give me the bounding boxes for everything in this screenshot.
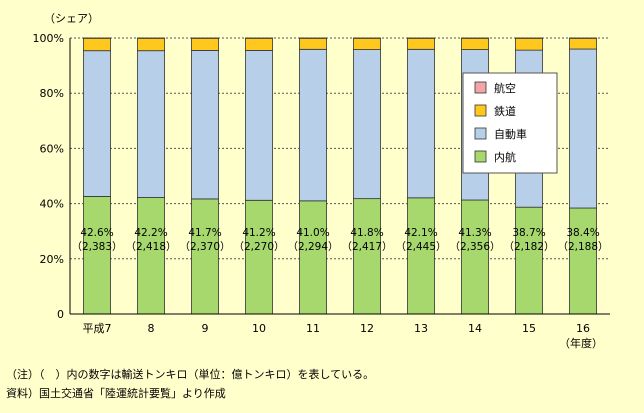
y-tick-label: 100%	[33, 32, 64, 45]
legend-label: 航空	[494, 81, 516, 95]
data-label-share: 38.4%	[566, 227, 599, 239]
bar-segment	[83, 37, 111, 52]
y-tick-label: 40%	[40, 198, 64, 211]
y-tick-label: 80%	[40, 87, 64, 100]
bar-segment	[83, 196, 111, 315]
bar-segment	[461, 37, 489, 50]
y-axis-label: （シェア）	[44, 12, 99, 25]
x-tick-label: 8	[148, 322, 155, 335]
x-axis-ticks: 平成7 8 9 10 11 12 13 14 15 16	[83, 322, 591, 335]
data-label-tonkm: （2,418）	[125, 241, 176, 253]
data-label-share: 42.1%	[404, 227, 437, 239]
source-text: 資料）国土交通省「陸運統計要覧」より作成	[6, 386, 226, 400]
bar-segment	[569, 37, 597, 50]
bar-segment	[191, 198, 219, 315]
x-tick-label: 13	[414, 322, 428, 335]
bar-segment	[137, 50, 165, 198]
bar-segment	[407, 48, 435, 199]
data-label-share: 42.2%	[134, 227, 167, 239]
bar-segment	[245, 50, 273, 201]
bar-segment	[299, 200, 327, 315]
legend-label: 自動車	[494, 127, 527, 141]
x-tick-label: 11	[306, 322, 320, 335]
bar-segment	[407, 37, 435, 50]
data-label-share: 41.8%	[350, 227, 383, 239]
x-tick-label: 9	[202, 322, 209, 335]
bar-segment	[569, 48, 597, 209]
bar-segment	[137, 37, 165, 52]
data-label-tonkm: （2,356）	[449, 241, 500, 253]
data-label-share: 41.2%	[242, 227, 275, 239]
bar-segment	[407, 197, 435, 315]
bar-segment	[191, 37, 219, 51]
bar-segment	[137, 197, 165, 315]
x-tick-label: 15	[522, 322, 536, 335]
y-tick-label: 20%	[40, 253, 64, 266]
bar-segment	[245, 37, 273, 51]
bar-segment	[515, 37, 543, 51]
x-tick-label: 10	[252, 322, 266, 335]
legend-label: 鉄道	[494, 104, 516, 118]
x-tick-label: 平成7	[83, 322, 112, 335]
bar-segment	[245, 199, 273, 315]
note-text: （注）（ ）内の数字は輸送トンキロ（単位：億トンキロ）を表している。	[6, 367, 374, 381]
bar-segment	[299, 48, 327, 202]
x-tick-label: 16	[576, 322, 590, 335]
bar-segment	[353, 37, 381, 50]
data-label-share: 41.3%	[458, 227, 491, 239]
data-label-tonkm: （2,188）	[557, 241, 608, 253]
data-label-tonkm: （2,270）	[233, 241, 284, 253]
bar-segment	[353, 198, 381, 315]
bar-segment	[353, 49, 381, 200]
data-label-tonkm: （2,370）	[179, 241, 230, 253]
x-tick-label: 12	[360, 322, 374, 335]
bar-segment	[299, 37, 327, 50]
bars	[83, 37, 597, 315]
data-label-share: 38.7%	[512, 227, 545, 239]
data-label-tonkm: （2,417）	[341, 241, 392, 253]
bar-segment	[191, 50, 219, 200]
data-label-tonkm: （2,182）	[503, 241, 554, 253]
y-axis-ticks: 0 20% 40% 60% 80% 100%	[33, 32, 64, 321]
legend-label: 内航	[494, 150, 516, 164]
data-label-share: 42.6%	[80, 227, 113, 239]
y-tick-label: 0	[57, 308, 64, 321]
data-label-tonkm: （2,383）	[71, 241, 122, 253]
legend-swatch	[474, 104, 487, 117]
x-axis-unit: （年度）	[559, 336, 603, 350]
y-tick-label: 60%	[40, 142, 64, 155]
x-tick-label: 14	[468, 322, 482, 335]
data-label-share: 41.7%	[188, 227, 221, 239]
data-label-tonkm: （2,294）	[287, 241, 338, 253]
legend-swatch	[474, 150, 487, 163]
legend-swatch	[474, 127, 487, 140]
bar-segment	[515, 206, 543, 315]
data-label-tonkm: （2,445）	[395, 241, 446, 253]
legend-swatch	[474, 81, 487, 94]
data-label-share: 41.0%	[296, 227, 329, 239]
bar-segment	[461, 199, 489, 315]
bar-segment	[569, 207, 597, 315]
bar-segment	[83, 50, 111, 197]
data-labels: 42.6% （2,383） 42.2% （2,418） 41.7% （2,370） 41.2…	[71, 227, 608, 253]
